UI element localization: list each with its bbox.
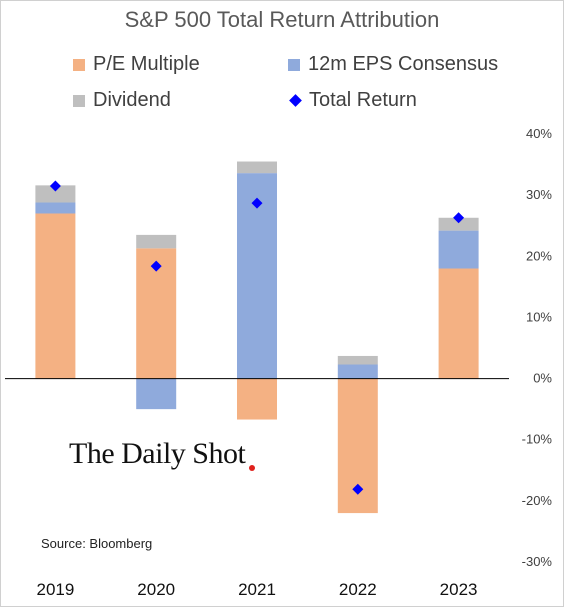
- y-tick-label: -30%: [522, 554, 553, 569]
- y-tick-label: 30%: [526, 187, 552, 202]
- bar-12m-eps-consensus-2023: [438, 230, 479, 269]
- y-tick-label: -10%: [522, 432, 553, 447]
- chart-title: S&P 500 Total Return Attribution: [124, 7, 440, 32]
- bar-p-e-multiple-2019: [35, 213, 76, 379]
- marker-total-return-2023: [453, 212, 465, 224]
- x-tick-label-2019: 2019: [36, 580, 74, 599]
- legend-swatch-eps-consensus: [288, 58, 300, 71]
- bar-dividend-2022: [337, 355, 378, 365]
- y-tick-label: 10%: [526, 309, 552, 324]
- bar-12m-eps-consensus-2019: [35, 202, 76, 214]
- legend-swatch-dividend: [73, 94, 85, 107]
- x-tick-label-2022: 2022: [339, 580, 377, 599]
- bar-dividend-2021: [237, 161, 277, 174]
- legend-item-pe-multiple: P/E Multiple: [73, 53, 200, 76]
- marker-total-return-2022: [352, 483, 364, 495]
- legend-item-total-return: Total Return: [288, 89, 417, 112]
- bar-dividend-2019: [35, 185, 76, 203]
- marker-total-return-2020: [150, 260, 162, 272]
- y-tick-label: 40%: [526, 126, 552, 141]
- source-note: Source: Bloomberg: [41, 536, 153, 551]
- y-tick-label: 20%: [526, 248, 552, 263]
- y-tick-label: -20%: [522, 493, 553, 508]
- legend-label-eps-consensus: 12m EPS Consensus: [308, 53, 499, 75]
- legend-item-eps-consensus: 12m EPS Consensus: [288, 53, 498, 76]
- bar-12m-eps-consensus-2022: [337, 364, 378, 379]
- bar-p-e-multiple-2023: [438, 268, 479, 379]
- marker-total-return-2019: [49, 180, 61, 192]
- legend-swatch-pe-multiple: [73, 58, 85, 71]
- bar-12m-eps-consensus-2020: [136, 378, 177, 410]
- y-tick-label: 0%: [533, 371, 552, 386]
- bar-dividend-2020: [136, 234, 177, 249]
- x-tick-label-2020: 2020: [137, 580, 175, 599]
- bar-dividend-2023: [438, 217, 479, 231]
- legend-item-dividend: Dividend: [73, 89, 171, 112]
- x-tick-label-2023: 2023: [440, 580, 478, 599]
- x-tick-label-2021: 2021: [238, 580, 276, 599]
- legend-label-dividend: Dividend: [93, 89, 171, 111]
- marker-total-return-2021: [251, 197, 263, 209]
- legend-label-pe-multiple: P/E Multiple: [93, 53, 200, 75]
- legend-label-total-return: Total Return: [309, 89, 417, 111]
- brand-logo-dot: [249, 465, 255, 471]
- bar-p-e-multiple-2021: [237, 378, 277, 420]
- brand-logo: The Daily Shot: [69, 437, 246, 470]
